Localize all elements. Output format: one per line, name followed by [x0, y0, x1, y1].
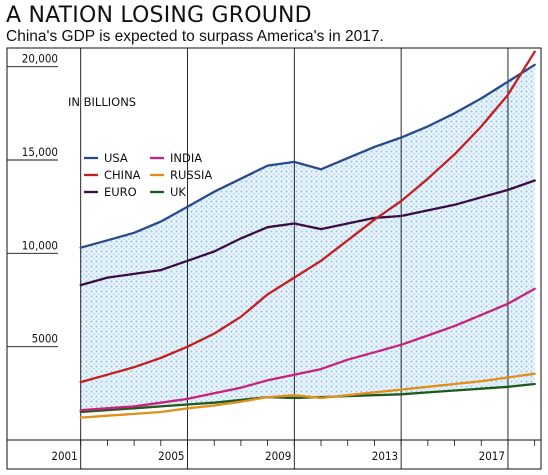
area-layer — [80, 64, 535, 413]
x-tick-label: 2009 — [265, 449, 291, 463]
legend-label-euro: EURO — [104, 185, 137, 199]
y-tick-label: 10,000 — [22, 238, 58, 252]
axis-labels: 5000 10,000 15,000 20,000 2001 2005 2009 2013 20… — [22, 52, 505, 463]
legend: USA CHINA EURO INDIA RUSSIA UK — [84, 151, 212, 199]
series-line-euro — [79, 179, 536, 287]
chart-subtitle: China's GDP is expected to surpass Ameri… — [6, 28, 384, 45]
series-line-india — [79, 287, 536, 412]
x-tick-label: 2005 — [158, 449, 184, 463]
unit-label: IN BILLIONS — [68, 95, 136, 109]
series-line-russia — [79, 372, 536, 419]
legend-label-usa: USA — [104, 151, 128, 165]
chart-header: A NATION LOSING GROUND China's GDP is ex… — [6, 4, 542, 46]
series-lines — [79, 50, 536, 419]
x-tick-label: 2017 — [479, 449, 505, 463]
x-tick-label: 2001 — [51, 449, 77, 463]
plot-frame — [6, 47, 542, 470]
series-line-usa — [79, 63, 536, 249]
y-tick-label: 15,000 — [22, 145, 58, 159]
y-tick-label: 5000 — [32, 332, 58, 346]
legend-label-uk: UK — [170, 185, 186, 199]
x-tick-label: 2013 — [372, 449, 398, 463]
chart-title: A NATION LOSING GROUND — [6, 3, 312, 28]
legend-label-china: CHINA — [104, 168, 141, 182]
legend-label-india: INDIA — [170, 151, 202, 165]
y-tick-label: 20,000 — [22, 52, 58, 66]
legend-label-russia: RUSSIA — [170, 168, 212, 182]
series-line-china — [79, 50, 536, 384]
shaded-area — [80, 64, 535, 413]
